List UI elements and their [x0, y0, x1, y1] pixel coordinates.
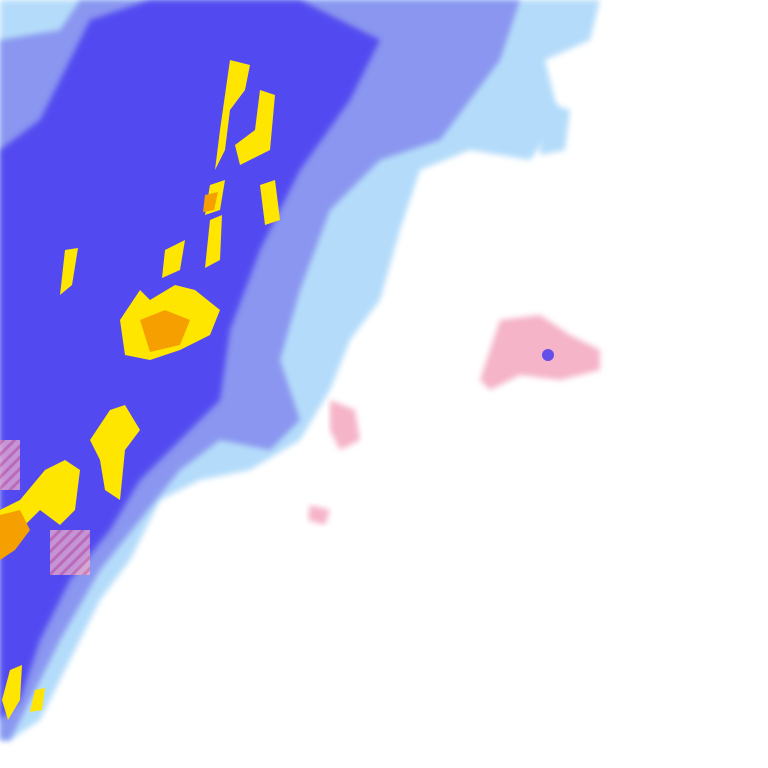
heavy-precip-area	[0, 0, 380, 720]
light-precip-patch	[540, 100, 570, 155]
mixed-precip-areas	[0, 315, 600, 575]
intense-cells	[0, 60, 280, 720]
very-intense-cells	[0, 192, 218, 560]
